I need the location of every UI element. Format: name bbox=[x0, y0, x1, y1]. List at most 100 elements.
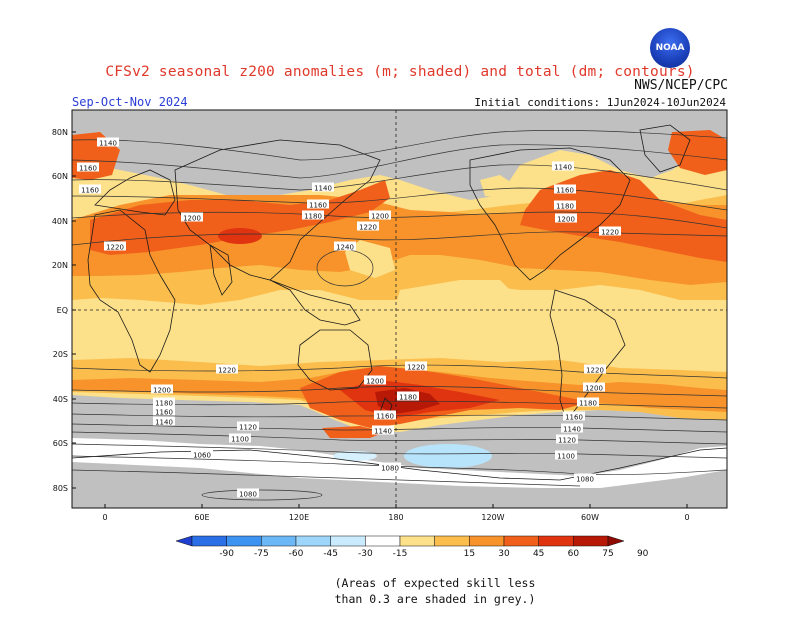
contour-label-bg bbox=[563, 411, 585, 421]
anomaly-band-15-30 bbox=[240, 345, 310, 368]
colorbar-box bbox=[503, 535, 539, 547]
colorbar-box bbox=[399, 535, 435, 547]
contour-label-bg bbox=[302, 210, 324, 220]
contour-label-bg bbox=[181, 212, 203, 222]
shaded-anomalies bbox=[72, 110, 727, 508]
contour-label: 1200 bbox=[557, 216, 575, 224]
contour-label-bg bbox=[151, 384, 173, 394]
colorbar-arrow-left bbox=[175, 535, 193, 547]
map-title: CFSv2 seasonal z200 anomalies (m; shaded… bbox=[105, 64, 695, 80]
anomaly-band-15-30 bbox=[345, 240, 395, 278]
contour-label-bg bbox=[97, 137, 119, 147]
map-frame bbox=[71, 109, 728, 509]
lon-label: 60W bbox=[581, 513, 599, 522]
coastline-north-america bbox=[469, 147, 631, 281]
contour-label-bg bbox=[554, 200, 576, 210]
contour-label: 1220 bbox=[359, 224, 377, 232]
contour-label-bg bbox=[379, 462, 401, 472]
contour-label-bg bbox=[216, 364, 238, 374]
contour-label-bg bbox=[554, 184, 576, 194]
contour-label: 1140 bbox=[554, 164, 572, 172]
contour-label: 1160 bbox=[79, 165, 97, 173]
contour-line bbox=[72, 364, 727, 379]
anomaly-band-15-30 bbox=[420, 318, 540, 358]
lon-label: 60E bbox=[194, 513, 209, 522]
lon-label: 120W bbox=[481, 513, 504, 522]
contour-line bbox=[72, 431, 727, 445]
contour-label: 1220 bbox=[601, 229, 619, 237]
longitude-axis: 0 60E 120E 180 120W 60W 0 bbox=[102, 504, 690, 522]
contour-label: 1120 bbox=[239, 424, 257, 432]
contour-label: 1160 bbox=[556, 187, 574, 195]
skill-note-line-2: than 0.3 are shaded in grey.) bbox=[334, 592, 536, 606]
colorbar-box bbox=[573, 535, 609, 547]
contour-label: 1180 bbox=[399, 394, 417, 402]
coastline-seasia bbox=[269, 279, 361, 326]
colorbar-box bbox=[226, 535, 262, 547]
contour-label-bg bbox=[397, 391, 419, 401]
contour-label-bg bbox=[372, 425, 394, 435]
contour-line bbox=[72, 385, 727, 397]
contour-label: 1200 bbox=[585, 385, 603, 393]
coastline-india bbox=[209, 244, 233, 296]
contour-line bbox=[72, 423, 727, 433]
contour-label-bg bbox=[79, 184, 101, 194]
contour-line bbox=[72, 144, 727, 179]
coastlines bbox=[72, 124, 727, 481]
contour-label: 1160 bbox=[565, 414, 583, 422]
contour-label: 1220 bbox=[106, 244, 124, 252]
contour-line bbox=[72, 469, 581, 487]
contour-labels: 1140 1160 1160 1200 1220 1140 1160 1180 1200 1220… bbox=[77, 137, 621, 499]
contour-line bbox=[72, 455, 727, 475]
skill-note-line-1: (Areas of expected skill less bbox=[334, 576, 536, 590]
contour-line bbox=[72, 400, 727, 409]
contour-label-bg bbox=[555, 450, 577, 460]
contour-label-bg bbox=[369, 210, 391, 220]
contour-label-bg bbox=[561, 423, 583, 433]
contour-label-bg bbox=[584, 364, 606, 374]
coastline-europe bbox=[94, 169, 176, 216]
contour-label-bg bbox=[599, 226, 621, 236]
contour-line bbox=[201, 489, 323, 501]
contour-label: 1220 bbox=[218, 367, 236, 375]
colorbar: -90 -75 -60 -45 -30 -15 15 30 45 60 75 90 bbox=[175, 535, 649, 559]
anomaly-band-15-30 bbox=[600, 345, 660, 370]
contour-line bbox=[72, 443, 727, 459]
contour-label: 1200 bbox=[366, 378, 384, 386]
contour-label-bg bbox=[374, 410, 396, 420]
noaa-logo-text: NOAA bbox=[655, 43, 685, 53]
contour-label: 1180 bbox=[155, 400, 173, 408]
anomaly-band-60-75 bbox=[322, 426, 385, 438]
contour-label-bg bbox=[153, 406, 175, 416]
anomaly-band-60-75 bbox=[90, 180, 390, 255]
lat-label: 60N bbox=[52, 172, 68, 181]
colorbar-box bbox=[191, 535, 227, 547]
lon-label: 0 bbox=[684, 513, 689, 522]
coastline-south-america bbox=[549, 289, 626, 421]
contour-label-bg bbox=[583, 382, 605, 392]
colorbar-arrow-right bbox=[607, 535, 625, 547]
lat-label: 20N bbox=[52, 261, 68, 270]
lat-label: 80N bbox=[52, 128, 68, 137]
colorbar-tick-label: -15 bbox=[393, 549, 408, 559]
contour-label-bg bbox=[104, 241, 126, 251]
colorbar-tick-label: 90 bbox=[637, 549, 649, 559]
lon-label: 120E bbox=[289, 513, 309, 522]
contour-label-bg bbox=[555, 213, 577, 223]
contour-label: 1200 bbox=[371, 213, 389, 221]
contour-label-bg bbox=[312, 182, 334, 192]
contour-label: 1220 bbox=[586, 367, 604, 375]
colorbar-tick-label: -45 bbox=[323, 549, 338, 559]
colorbar-tick-label: 45 bbox=[533, 549, 544, 559]
contour-label: 1140 bbox=[99, 140, 117, 148]
anomaly-band-15-30 bbox=[395, 280, 520, 322]
contour-label: 1080 bbox=[381, 465, 399, 473]
contour-label-bg bbox=[334, 241, 356, 251]
colorbar-tick-label: -75 bbox=[254, 549, 269, 559]
contour-label-bg bbox=[405, 361, 427, 371]
colorbar-box bbox=[469, 535, 505, 547]
contour-label: 1160 bbox=[376, 413, 394, 421]
skill-mask-grey bbox=[72, 110, 727, 200]
contour-label: 1080 bbox=[576, 476, 594, 484]
